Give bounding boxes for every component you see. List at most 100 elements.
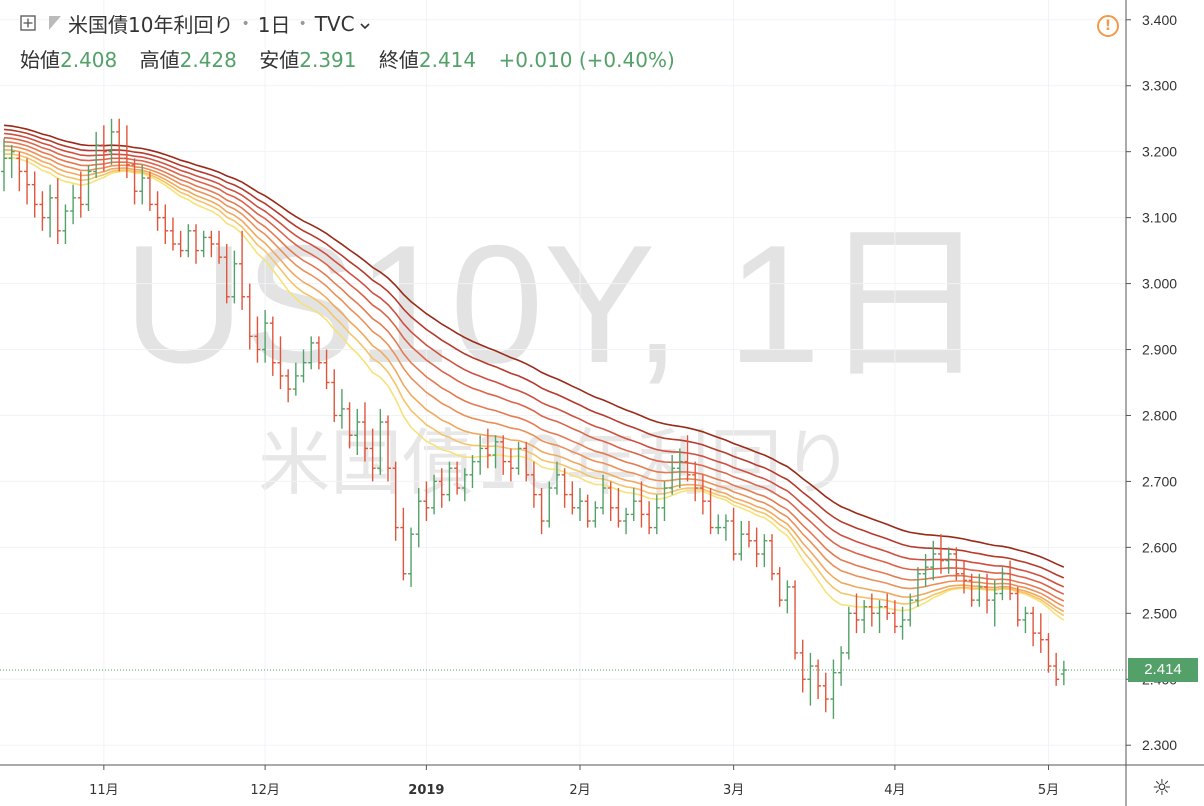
ohlc-bar: [1037, 613, 1044, 653]
ohlc-bar: [185, 224, 192, 258]
ohlc-bar: [530, 461, 537, 508]
ohlc-bar: [492, 435, 499, 469]
y-tick-label: 2.700: [1142, 473, 1177, 489]
ohlc-bar: [385, 415, 391, 482]
ohlc-bar: [169, 217, 176, 251]
ohlc-bar: [745, 520, 752, 548]
ohlc-bar: [876, 600, 883, 634]
ohlc-bar: [623, 507, 630, 535]
watermark: US10Y, 1日 米国債10年利回り: [123, 210, 988, 505]
exchange-label[interactable]: TVC: [314, 11, 355, 36]
ohlc-bar: [1014, 586, 1021, 627]
gear-icon[interactable]: ☼: [1152, 776, 1172, 801]
ohlc-bar: [484, 428, 491, 469]
chevron-down-icon[interactable]: [359, 12, 371, 36]
ribbon-line: [3, 145, 1065, 608]
ohlc-bar: [477, 435, 484, 475]
ohlc-bar: [538, 488, 545, 535]
ohlc-bar: [70, 184, 77, 225]
ohlc-bar: [861, 600, 868, 634]
ohlc-bar: [830, 659, 837, 719]
ohlc-bar: [569, 481, 576, 515]
ohlc-bar: [262, 309, 269, 363]
ohlc-bar: [269, 316, 276, 376]
ohlc-values: 始値2.408 高値2.428 安値2.391 終値2.414 +0.010 (…: [20, 44, 675, 73]
ohlc-bar: [930, 540, 937, 581]
ohlc-bar: [469, 455, 476, 489]
ohlc-bar: [31, 171, 38, 218]
separator-dot: •: [241, 15, 250, 32]
ohlc-bar: [77, 171, 84, 218]
ohlc-bar: [461, 468, 468, 502]
time-axis[interactable]: 11月 12月 2019 2月 3月 4月 5月: [89, 765, 1059, 798]
close-value: 2.414: [418, 48, 477, 72]
ohlc-bar: [438, 468, 445, 508]
y-tick-label: 3.200: [1142, 144, 1177, 160]
ohlc-bar: [1053, 652, 1060, 686]
ribbon-line: [3, 132, 1065, 588]
ohlc-bar: [715, 514, 722, 535]
ohlc-bar: [799, 639, 806, 693]
x-tick-label: 4月: [884, 783, 905, 798]
high-value: 2.428: [179, 48, 237, 72]
ribbon-line: [3, 141, 1065, 602]
ohlc-bar: [54, 178, 61, 245]
ohlc-bar: [953, 547, 960, 581]
ohlc-bar: [108, 118, 115, 165]
ohlc-bar: [968, 573, 975, 607]
ohlc-bar: [1030, 606, 1037, 647]
ohlc-bar: [553, 461, 560, 495]
ohlc-bar: [615, 488, 622, 528]
square-plus-icon[interactable]: [20, 12, 36, 36]
ohlc-bar: [684, 435, 691, 482]
ribbon-line: [3, 124, 1065, 568]
interval-label[interactable]: 1日: [257, 13, 291, 37]
ohlc-bar: [646, 501, 653, 535]
ohlc-bar: [8, 145, 15, 179]
symbol-name[interactable]: 米国債10年利回り: [68, 13, 234, 37]
ohlc-bar: [415, 488, 422, 548]
ohlc-bar: [669, 455, 676, 495]
ribbon-line: [3, 128, 1065, 579]
ohlc-bar: [838, 646, 845, 686]
ohlc-bar: [315, 336, 322, 370]
ohlc-bar: [93, 131, 100, 179]
ohlc-bar: [661, 481, 668, 521]
ohlc-bar: [653, 494, 660, 535]
ohlc-bar: [85, 164, 92, 212]
ohlc-bar: [300, 349, 307, 383]
ohlc-bar: [1045, 633, 1052, 673]
x-tick-label: 3月: [723, 783, 744, 798]
ohlc-bar: [223, 244, 230, 304]
ohlc-bar: [246, 283, 253, 350]
ohlc-bar: [139, 164, 146, 205]
ohlc-bar: [515, 441, 522, 475]
flag-icon[interactable]: [48, 12, 62, 36]
ohlc-bar: [123, 125, 130, 179]
ohlc-bar: [984, 573, 991, 614]
ohlc-bar: [331, 369, 338, 423]
ohlc-bar: [676, 448, 683, 489]
ohlc-bar: [991, 580, 998, 627]
alert-circle-icon[interactable]: !: [1097, 15, 1119, 37]
ohlc-bar: [39, 191, 46, 231]
ohlc-bar: [784, 580, 791, 614]
ohlc-bar: [346, 402, 353, 449]
ohlc-bar: [584, 494, 591, 528]
ohlc-bar: [16, 151, 23, 192]
y-tick-label: 2.900: [1142, 342, 1177, 358]
price-axis[interactable]: 3.400 3.300 3.200 3.100 3.000 2.900 2.800 2.700…: [1126, 12, 1177, 753]
ohlc-bar: [162, 204, 169, 245]
ohlc-bar: [208, 230, 215, 258]
ohlc-bar: [292, 362, 299, 396]
close-label: 終値: [378, 48, 419, 72]
ohlc-bar: [392, 461, 399, 541]
ohlc-bar: [776, 567, 783, 607]
ohlc-bar: [239, 230, 246, 310]
ohlc-bar: [592, 501, 599, 528]
ohlc-bar: [891, 600, 898, 634]
ohlc-bar: [146, 171, 153, 212]
ohlc-bar: [24, 158, 31, 205]
y-tick-label: 3.100: [1142, 210, 1177, 226]
